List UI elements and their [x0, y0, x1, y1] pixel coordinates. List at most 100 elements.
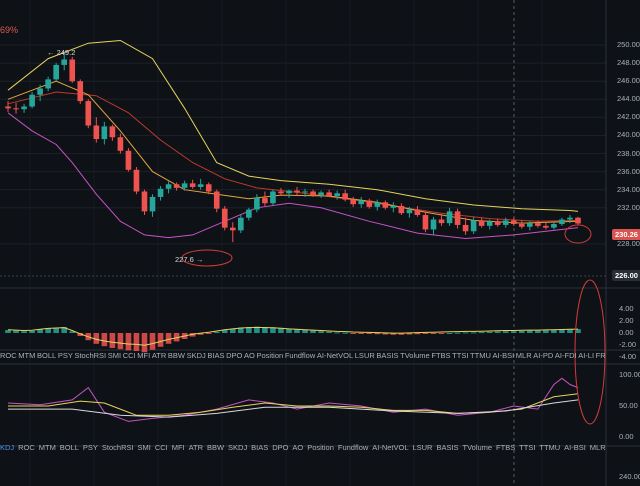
indicator-tab-bias[interactable]: BIAS — [251, 443, 269, 452]
candle-body — [45, 79, 51, 89]
indicator-tab-stochrsi[interactable]: StochRSI — [74, 351, 107, 360]
indicator-tab-skdj[interactable]: SKDJ — [228, 443, 248, 452]
indicator-tab-dpo[interactable]: DPO — [226, 351, 243, 360]
indicator-tab-atr[interactable]: ATR — [188, 443, 204, 452]
candle-body — [398, 205, 405, 214]
current-circle — [564, 224, 592, 244]
indicator-tab-ftbs[interactable]: FTBS — [496, 443, 516, 452]
macd-bar — [518, 330, 525, 333]
indicator-tab-ftbs[interactable]: FTBS — [431, 351, 451, 360]
indicator-tab-ai-bsi[interactable]: AI-BSI — [564, 443, 586, 452]
indicator-tab-tvolume[interactable]: TVolume — [462, 443, 493, 452]
indicator-tab-stochrsi[interactable]: StochRSI — [101, 443, 134, 452]
price-tick-label: 248.00 — [617, 58, 640, 68]
indicator-tab-basis[interactable]: BASIS — [376, 351, 399, 360]
indicator-tab-dpo[interactable]: DPO — [272, 443, 289, 452]
indicator-tab-boll[interactable]: BOLL — [59, 443, 79, 452]
indicator-tab-ai-fdi[interactable]: AI-FDI — [554, 351, 577, 360]
indicator-tab-lsur[interactable]: LSUR — [412, 443, 433, 452]
indicator-tab-skdj[interactable]: SKDJ — [186, 351, 206, 360]
indicator-tab-mtm[interactable]: MTM — [18, 351, 36, 360]
price-tick-label: 228.00 — [617, 238, 640, 248]
indicator-tab-roc[interactable]: ROC — [0, 351, 17, 360]
indicator-tab-smi[interactable]: SMI — [107, 351, 122, 360]
indicator-tab-fr[interactable]: FR — [595, 351, 606, 360]
macd-bar — [510, 331, 517, 333]
indicator-tab-roc[interactable]: ROC — [18, 443, 35, 452]
macd-bar — [374, 333, 381, 335]
macd-bar — [37, 329, 43, 333]
indicator-tab-kdj[interactable]: KDJ — [0, 443, 15, 452]
indicator-tab-smi[interactable]: SMI — [137, 443, 151, 452]
candle-body — [133, 169, 140, 192]
indicator-tab-fundflow[interactable]: Fundflow — [337, 443, 369, 452]
candle-body — [141, 191, 148, 212]
indicator-tab-ttsi[interactable]: TTSI — [452, 351, 469, 360]
indicator-tab-position[interactable]: Position — [256, 351, 284, 360]
indicator-tab-ai-pd[interactable]: AI-PD — [533, 351, 554, 360]
macd-bar — [21, 331, 27, 333]
indicator-tab-ai-bsi[interactable]: AI-BSI — [492, 351, 515, 360]
indicator-tab-mlr[interactable]: MLR — [589, 443, 606, 452]
indicator-tabs-top: ROC MTM BOLL PSY StochRSI SMI CCI MFI ATR BBW SKDJ… — [0, 351, 606, 363]
indicator-tab-fundflow[interactable]: Fundflow — [284, 351, 316, 360]
macd-histogram — [5, 326, 581, 353]
macd-bar — [390, 333, 397, 335]
indicator-tab-ttmu[interactable]: TTMU — [470, 351, 491, 360]
indicator-tab-ai-li[interactable]: AI-LI — [578, 351, 595, 360]
indicator-tab-cci[interactable]: CCI — [122, 351, 136, 360]
indicator-tab-ttmu[interactable]: TTMU — [539, 443, 561, 452]
candle-body — [5, 106, 11, 109]
indicator-tab-lsur[interactable]: LSUR — [354, 351, 375, 360]
candle-body — [69, 59, 76, 82]
macd-bar — [575, 329, 581, 333]
indicator-tab-atr[interactable]: ATR — [151, 351, 167, 360]
candle-body — [77, 81, 84, 102]
candle-body — [61, 59, 68, 65]
indicator-tab-bbw[interactable]: BBW — [206, 443, 225, 452]
indicator-tab-ttsi[interactable]: TTSI — [519, 443, 536, 452]
indicator-tab-position[interactable]: Position — [307, 443, 334, 452]
candle-body — [430, 219, 437, 230]
indicator-tabs-bottom: KDJ ROC MTM BOLL PSY StochRSI SMI CCI MFI ATR BBW S… — [0, 443, 606, 455]
indicator-tab-cci[interactable]: CCI — [154, 443, 168, 452]
indicator-tab-bbw[interactable]: BBW — [167, 351, 185, 360]
macd-bar — [109, 333, 116, 348]
indicator-tab-ao[interactable]: AO — [244, 351, 255, 360]
candle-body — [93, 125, 100, 140]
macd-bar — [69, 331, 76, 333]
kdj-tick-label: 0.00 — [619, 431, 634, 441]
macd-bar — [149, 333, 156, 350]
candle-body — [205, 184, 212, 192]
indicator-tab-tvolume[interactable]: TVolume — [400, 351, 430, 360]
indicator-tab-mfi[interactable]: MFI — [137, 351, 151, 360]
indicator-tab-ai-netvol[interactable]: AI-NetVOL — [316, 351, 354, 360]
indicator-tab-mtm[interactable]: MTM — [38, 443, 56, 452]
candle-body — [197, 184, 204, 187]
indicator-tab-psy[interactable]: PSY — [82, 443, 98, 452]
indicator-tab-psy[interactable]: PSY — [57, 351, 73, 360]
candle-body — [446, 211, 453, 224]
indicator-tab-ai-netvol[interactable]: AI-NetVOL — [372, 443, 409, 452]
candle-body — [29, 94, 35, 107]
indicator-tab-boll[interactable]: BOLL — [37, 351, 57, 360]
indicator-tab-mfi[interactable]: MFI — [171, 443, 185, 452]
indicator-tab-bias[interactable]: BIAS — [207, 351, 225, 360]
indicator-tab-ao[interactable]: AO — [292, 443, 304, 452]
candle-body — [414, 209, 421, 215]
current-price-tag: 230.26 — [612, 229, 640, 240]
candle-body — [109, 126, 116, 138]
indicator-tab-mlr[interactable]: MLR — [515, 351, 532, 360]
macd-bar — [93, 333, 100, 344]
candle-body — [527, 223, 533, 227]
candle-body — [229, 227, 236, 231]
candle-body — [189, 183, 196, 187]
macd-bar — [254, 326, 260, 333]
j-line — [8, 399, 579, 418]
macd-bar — [470, 332, 477, 334]
candle-body — [510, 220, 517, 225]
candle-body — [238, 217, 244, 231]
candle-body — [262, 197, 268, 204]
indicator-tab-basis[interactable]: BASIS — [436, 443, 459, 452]
